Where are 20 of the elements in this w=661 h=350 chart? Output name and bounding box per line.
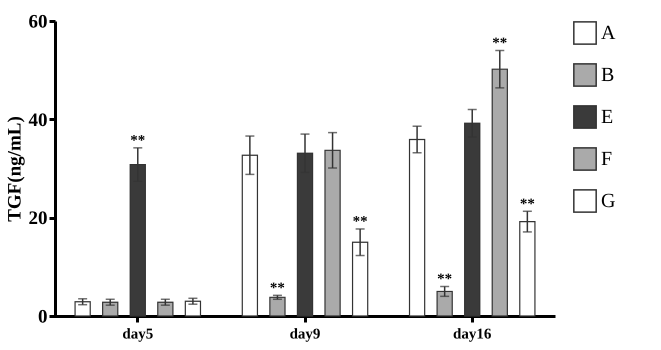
data-label: ** — [520, 196, 535, 212]
data-label: ** — [130, 132, 146, 149]
y-tick-label: 40 — [28, 110, 48, 131]
legend-label: A — [601, 22, 616, 44]
y-axis-title: TGF(ng/mL) — [4, 116, 26, 222]
y-tick-label: 0 — [38, 306, 48, 328]
x-tick-label: day9 — [290, 326, 320, 342]
legend-label: G — [601, 190, 616, 212]
legend-label: B — [601, 64, 614, 86]
legend-label: F — [601, 148, 612, 170]
data-label: ** — [492, 36, 508, 52]
bar — [436, 290, 453, 317]
y-tick-label: 20 — [28, 208, 48, 230]
y-tick-label: 60 — [28, 12, 48, 32]
data-label: ** — [270, 280, 285, 296]
x-tick-label: day5 — [122, 326, 154, 342]
legend-label: E — [601, 106, 614, 128]
data-label: ** — [352, 214, 368, 230]
data-label: ** — [437, 272, 452, 288]
x-tick-label: day16 — [453, 326, 492, 342]
